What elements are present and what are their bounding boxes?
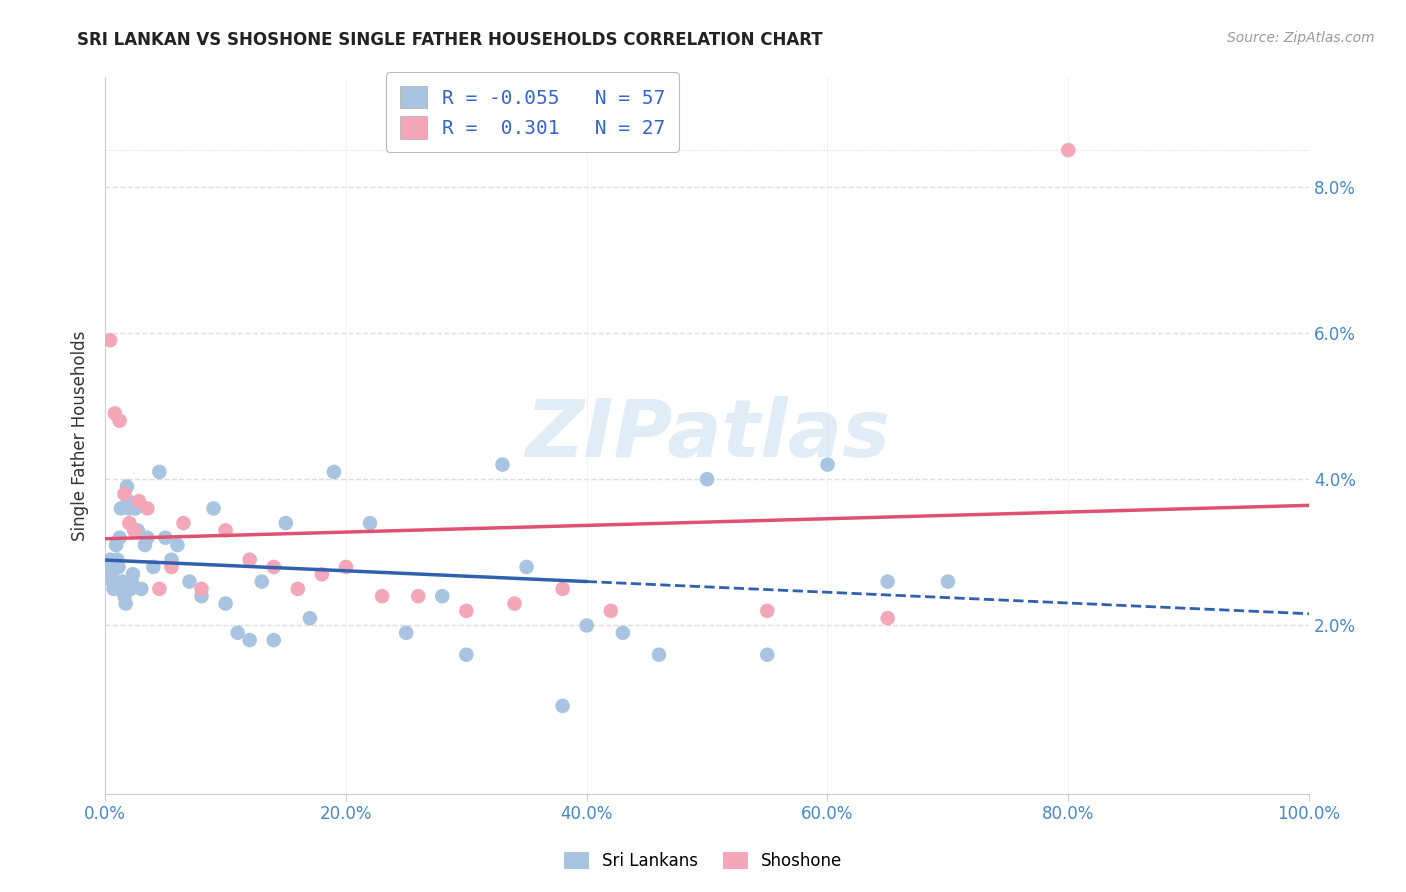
Point [101,574,124,589]
Point [876,611,898,625]
Point [298,611,321,625]
Y-axis label: Single Father Households: Single Father Households [72,330,89,541]
Point [214,597,236,611]
Point [131,582,153,596]
Point [503,597,526,611]
Legend: Sri Lankans, Shoshone: Sri Lankans, Shoshone [557,845,849,877]
Point [122,567,145,582]
Point [551,698,574,713]
Point [104,406,127,420]
Point [128,494,150,508]
Text: SRI LANKAN VS SHOSHONE SINGLE FATHER HOUSEHOLDS CORRELATION CHART: SRI LANKAN VS SHOSHONE SINGLE FATHER HOU… [77,31,823,49]
Point [190,582,212,596]
Point [114,589,136,603]
Point [263,560,285,574]
Point [108,531,131,545]
Point [117,494,139,508]
Point [100,567,122,582]
Point [166,538,188,552]
Point [311,567,333,582]
Point [406,589,429,603]
Point [112,582,135,596]
Point [239,633,262,648]
Point [122,524,145,538]
Legend: R = -0.055   N = 57, R =  0.301   N = 27: R = -0.055 N = 57, R = 0.301 N = 27 [385,72,679,153]
Point [287,582,309,596]
Point [599,604,621,618]
Point [118,501,141,516]
Text: ZIPatlas: ZIPatlas [524,396,890,475]
Point [172,516,194,530]
Point [432,589,454,603]
Point [756,604,779,618]
Point [323,465,346,479]
Point [551,582,574,596]
Point [136,531,159,545]
Point [160,552,183,566]
Point [105,538,128,552]
Point [105,552,128,566]
Point [107,560,129,574]
Point [142,560,165,574]
Point [148,582,170,596]
Point [491,458,513,472]
Point [876,574,898,589]
Point [155,531,177,545]
Point [274,516,297,530]
Point [395,625,418,640]
Point [127,524,149,538]
Point [263,633,285,648]
Point [612,625,634,640]
Point [456,604,478,618]
Point [103,582,125,596]
Point [114,487,136,501]
Point [111,574,134,589]
Point [110,501,132,516]
Point [456,648,478,662]
Point [648,648,671,662]
Point [1057,143,1080,157]
Point [134,538,156,552]
Point [148,465,170,479]
Point [97,560,120,574]
Point [239,552,262,566]
Point [226,625,249,640]
Point [98,552,121,566]
Point [108,414,131,428]
Point [936,574,959,589]
Point [371,589,394,603]
Point [115,479,138,493]
Point [98,333,121,347]
Point [118,516,141,530]
Point [136,501,159,516]
Point [359,516,381,530]
Point [817,458,839,472]
Point [515,560,537,574]
Text: Source: ZipAtlas.com: Source: ZipAtlas.com [1227,31,1375,45]
Point [121,574,143,589]
Point [250,574,273,589]
Point [160,560,183,574]
Point [335,560,357,574]
Point [190,589,212,603]
Point [214,524,236,538]
Point [114,597,136,611]
Point [124,501,146,516]
Point [202,501,225,516]
Point [120,582,142,596]
Point [104,560,127,574]
Point [696,472,718,486]
Point [575,618,598,632]
Point [179,574,201,589]
Point [756,648,779,662]
